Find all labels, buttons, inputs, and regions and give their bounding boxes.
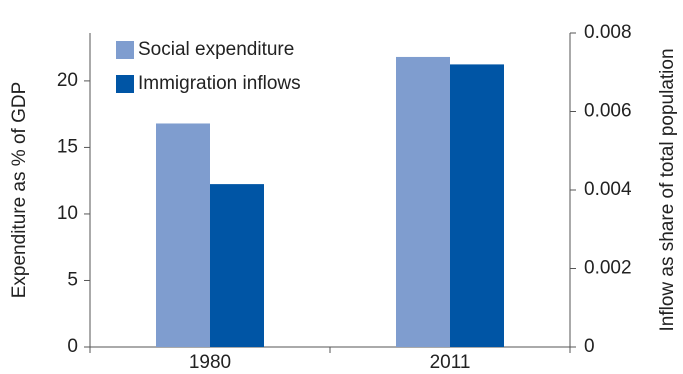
y-axis-label: Expenditure as % of GDP (9, 82, 30, 299)
bar (156, 123, 210, 347)
legend-label: Immigration inflows (138, 73, 301, 94)
y-tick-label: 0 (67, 336, 78, 357)
legend-label: Social expenditure (138, 39, 294, 60)
bar (450, 64, 504, 348)
bar (210, 184, 264, 347)
y2-tick-label: 0.008 (584, 22, 632, 43)
x-tick-label: 1980 (189, 352, 231, 373)
y-tick-label: 10 (57, 203, 78, 224)
y2-tick-label: 0 (584, 336, 595, 357)
y2-tick-label: 0.002 (584, 258, 632, 279)
y-tick-label: 5 (67, 269, 78, 290)
y-tick-label: 15 (57, 136, 78, 157)
y-tick-label: 20 (57, 70, 78, 91)
legend-swatch (116, 41, 134, 59)
legend-swatch (116, 75, 134, 93)
y2-axis-label: Inflow as share of total population (657, 48, 678, 331)
x-tick-label: 2011 (430, 352, 471, 373)
y2-tick-label: 0.004 (584, 179, 632, 200)
bar (396, 56, 450, 347)
y2-tick-label: 0.006 (584, 101, 632, 122)
